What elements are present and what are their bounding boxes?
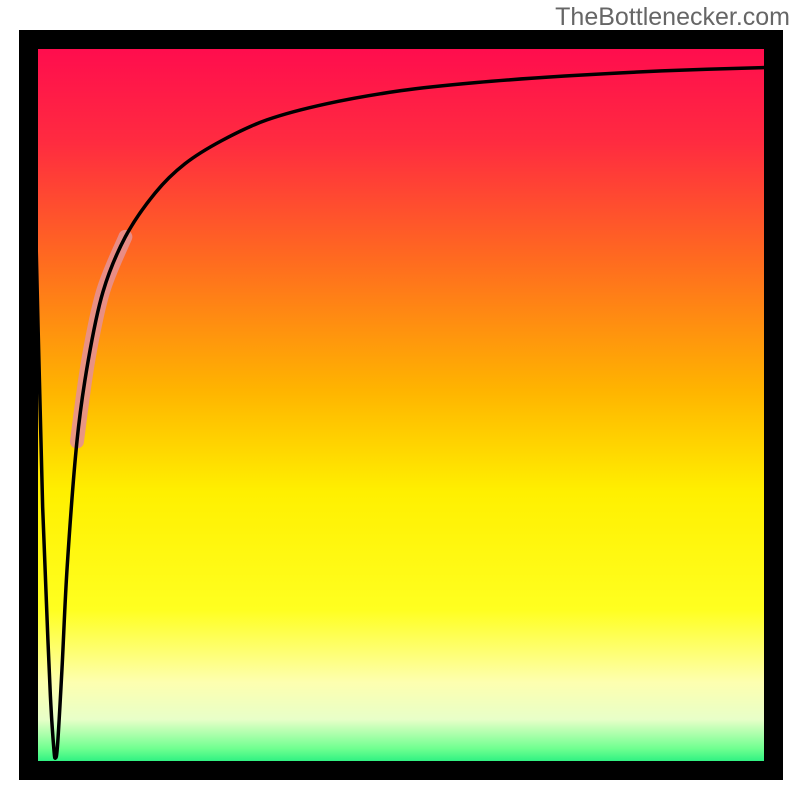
gradient-background [29, 40, 774, 771]
watermark-text: TheBottlenecker.com [555, 3, 790, 32]
